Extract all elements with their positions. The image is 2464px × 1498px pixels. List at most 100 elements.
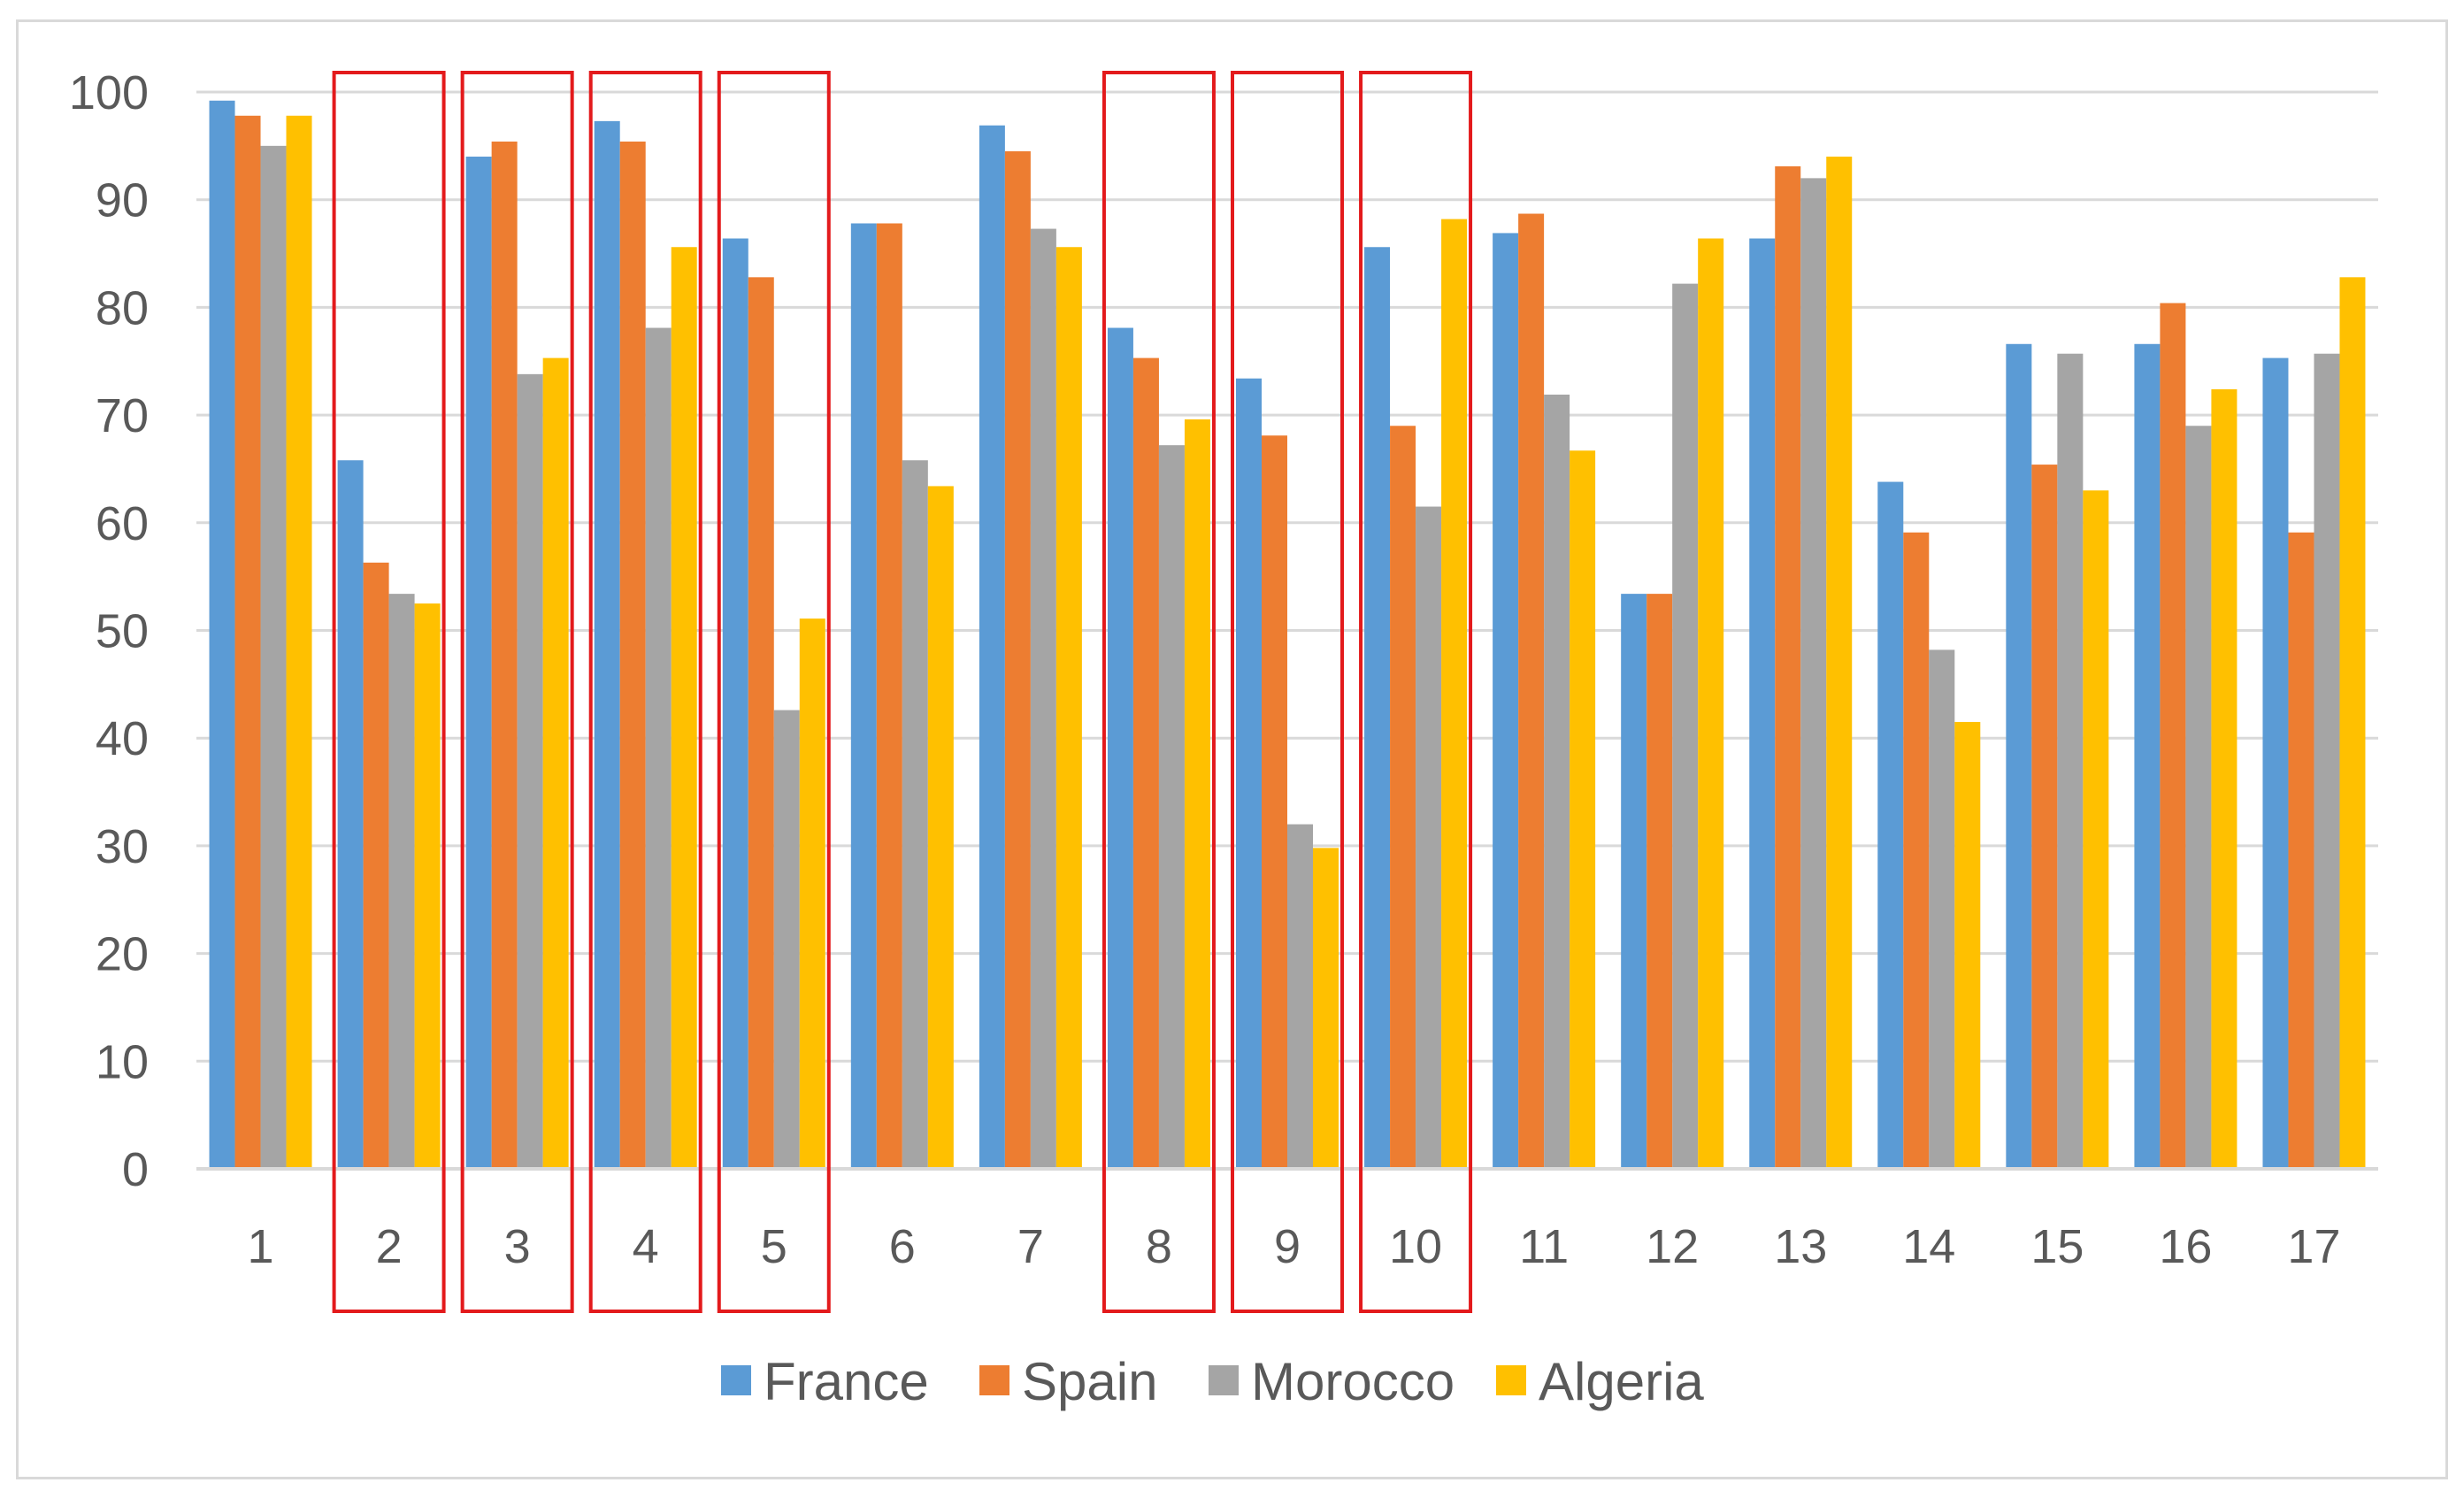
bar-spain-7 <box>1004 150 1031 1169</box>
bar-algeria-9 <box>1313 848 1339 1169</box>
x-tick-label-6: 6 <box>889 1220 916 1273</box>
bar-algeria-11 <box>1570 450 1596 1169</box>
bar-morocco-6 <box>902 460 928 1169</box>
bar-spain-3 <box>491 141 518 1170</box>
bar-france-15 <box>2006 343 2032 1169</box>
bar-spain-5 <box>748 277 774 1170</box>
bar-france-13 <box>1749 238 1776 1170</box>
bar-algeria-4 <box>671 247 697 1169</box>
x-tick-label-13: 13 <box>1774 1220 1827 1273</box>
highlight-box-5 <box>717 71 831 1313</box>
bar-morocco-3 <box>517 373 543 1169</box>
x-tick-label-7: 7 <box>1017 1220 1044 1273</box>
bar-spain-6 <box>876 223 902 1169</box>
bar-algeria-14 <box>1954 721 1981 1169</box>
highlight-box-9 <box>1231 71 1344 1313</box>
bar-algeria-10 <box>1441 219 1468 1170</box>
x-tick-label-11: 11 <box>1519 1220 1569 1273</box>
bar-spain-12 <box>1647 594 1673 1169</box>
bar-france-11 <box>1493 233 1519 1169</box>
x-tick-label-10: 10 <box>1389 1220 1442 1273</box>
bar-morocco-5 <box>773 710 800 1169</box>
legend: France Spain Morocco Algeria <box>721 1352 1704 1411</box>
x-tick-label-16: 16 <box>2159 1220 2212 1273</box>
bar-morocco-12 <box>1672 283 1699 1170</box>
bar-france-17 <box>2262 357 2289 1169</box>
legend-swatch-spain <box>979 1365 1009 1395</box>
bar-morocco-11 <box>1544 394 1570 1169</box>
highlight-box-4 <box>588 71 702 1313</box>
bar-france-7 <box>979 125 1005 1169</box>
x-axis-tick-labels: 1 2 3 4 5 6 7 8 9 10 11 12 13 14 15 16 17 <box>248 1220 2341 1273</box>
y-tick-label: 30 <box>96 820 149 873</box>
bar-france-5 <box>722 238 748 1170</box>
bar-algeria-7 <box>1055 247 1082 1169</box>
bar-morocco-7 <box>1030 228 1056 1170</box>
y-tick-label: 70 <box>96 389 149 442</box>
bar-algeria-8 <box>1184 419 1210 1169</box>
bar-algeria-12 <box>1698 238 1724 1170</box>
legend-swatch-algeria <box>1496 1365 1526 1395</box>
x-tick-label-15: 15 <box>2030 1220 2084 1273</box>
bar-algeria-1 <box>286 115 312 1169</box>
y-tick-label: 50 <box>96 605 149 658</box>
legend-swatch-france <box>721 1365 751 1395</box>
x-tick-label-17: 17 <box>2287 1220 2340 1273</box>
bar-france-14 <box>1877 481 1904 1169</box>
x-tick-label-1: 1 <box>248 1220 274 1273</box>
bar-spain-11 <box>1518 213 1545 1169</box>
bar-morocco-9 <box>1287 824 1313 1169</box>
highlight-box-8 <box>1102 71 1216 1313</box>
bar-spain-16 <box>2160 303 2186 1170</box>
highlight-box-3 <box>460 71 574 1313</box>
bar-france-16 <box>2134 343 2161 1169</box>
bar-morocco-16 <box>2185 426 2212 1169</box>
x-tick-label-2: 2 <box>376 1220 403 1273</box>
bar-algeria-6 <box>927 486 954 1169</box>
bar-spain-14 <box>1903 532 1930 1169</box>
bar-morocco-4 <box>645 327 672 1169</box>
y-tick-label: 20 <box>96 928 149 981</box>
bar-france-6 <box>850 223 877 1169</box>
x-tick-label-3: 3 <box>504 1220 531 1273</box>
legend-label-algeria: Algeria <box>1539 1352 1704 1411</box>
legend-label-spain: Spain <box>1022 1352 1157 1411</box>
y-tick-label: 100 <box>69 66 149 119</box>
bar-spain-17 <box>2288 532 2314 1169</box>
x-tick-label-4: 4 <box>633 1220 659 1273</box>
bar-morocco-17 <box>2314 353 2340 1170</box>
bar-france-12 <box>1621 594 1647 1169</box>
bar-algeria-17 <box>2339 277 2366 1170</box>
x-tick-label-8: 8 <box>1146 1220 1172 1273</box>
legend-label-france: France <box>764 1352 929 1411</box>
bar-spain-13 <box>1775 165 1801 1169</box>
bar-morocco-14 <box>1929 649 1955 1169</box>
legend-label-morocco: Morocco <box>1251 1352 1455 1411</box>
bar-france-10 <box>1364 247 1391 1169</box>
x-tick-label-9: 9 <box>1274 1220 1301 1273</box>
y-tick-label: 80 <box>96 281 149 334</box>
x-tick-label-14: 14 <box>1902 1220 1955 1273</box>
bars <box>209 100 2366 1170</box>
bar-france-1 <box>209 100 235 1170</box>
bar-spain-1 <box>234 115 261 1169</box>
highlight-box-2 <box>332 71 446 1313</box>
bar-morocco-2 <box>388 594 415 1169</box>
bar-france-3 <box>465 157 492 1169</box>
bar-morocco-8 <box>1158 445 1185 1169</box>
bar-france-9 <box>1236 378 1262 1169</box>
bar-france-2 <box>337 460 364 1169</box>
y-tick-label: 0 <box>122 1143 149 1196</box>
bar-algeria-2 <box>414 603 441 1169</box>
bar-morocco-1 <box>260 145 287 1170</box>
bar-spain-15 <box>2031 465 2058 1169</box>
y-tick-label: 10 <box>96 1035 149 1088</box>
bar-algeria-3 <box>542 357 569 1169</box>
x-tick-label-12: 12 <box>1646 1220 1699 1273</box>
y-tick-label: 40 <box>96 712 149 765</box>
bar-france-4 <box>594 120 620 1169</box>
bar-algeria-16 <box>2211 388 2238 1170</box>
y-tick-label: 60 <box>96 497 149 550</box>
y-axis-tick-labels: 0 10 20 30 40 50 60 70 80 90 100 <box>69 66 149 1196</box>
